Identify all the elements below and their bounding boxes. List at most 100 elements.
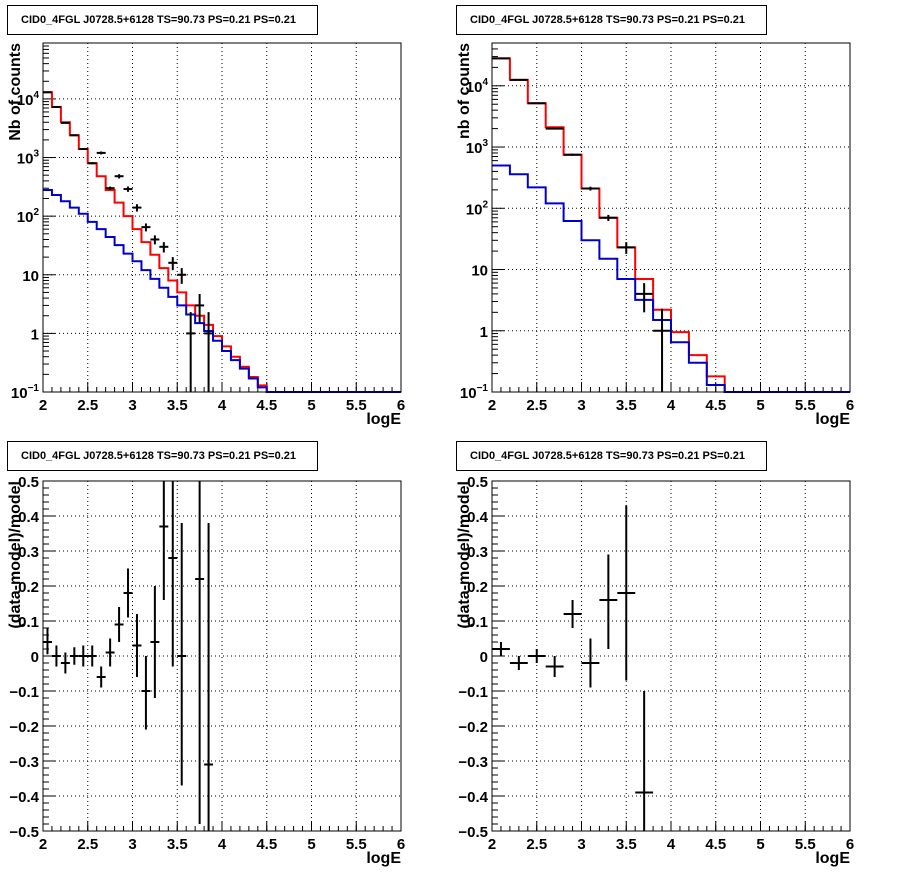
- x-tick-label: 2: [39, 397, 47, 414]
- x-tick-label: 3.5: [616, 397, 637, 414]
- y-tick-label: 103: [17, 149, 40, 168]
- data-point: [123, 568, 133, 618]
- data-point: [527, 649, 546, 663]
- counts-plot-1: 2 2.5 3 3.5 4 4.5 5 5.5 6 10−1 1 10 102 103 104 logE Nb …: [7, 42, 405, 428]
- y-tick-label: 0.1: [18, 614, 39, 631]
- counts-panel-1: CID0_4FGL J0728.5+6128 TS=90.73 PS=0.21 …: [0, 0, 449, 437]
- x-axis-label: logE: [815, 411, 850, 428]
- y-tick-label: 0: [31, 649, 39, 666]
- x-tick-label: 5.5: [795, 397, 816, 414]
- data-point: [563, 600, 582, 628]
- y-tick-label: −0.3: [458, 754, 488, 771]
- data-point: [599, 554, 618, 649]
- data-point: [43, 628, 52, 655]
- x-tick-label: 2.5: [526, 397, 547, 414]
- y-tick-label: −0.2: [458, 719, 488, 736]
- x-tick-label: 6: [397, 397, 405, 414]
- plot-frame: [491, 42, 851, 393]
- data-point: [87, 162, 97, 165]
- data-point: [114, 174, 124, 179]
- panel-title: CID0_4FGL J0728.5+6128 TS=90.73 PS=0.21 …: [7, 5, 318, 35]
- x-tick-label: 4.5: [705, 397, 726, 414]
- x-tick-label: 6: [397, 836, 405, 853]
- data-point: [599, 214, 618, 221]
- data-point: [69, 134, 79, 137]
- y-axis-label: (data-model)/model: [7, 481, 24, 629]
- y-tick-label: 0.2: [18, 579, 39, 596]
- y-tick-label: −0.4: [9, 789, 39, 806]
- y-tick-label: 0.4: [467, 509, 489, 526]
- data-point: [141, 656, 151, 730]
- data-point: [168, 481, 178, 667]
- data-point: [581, 638, 600, 688]
- x-tick-label: 5.5: [795, 836, 816, 853]
- data-point: [114, 607, 124, 642]
- data-point: [159, 242, 169, 253]
- data-point: [195, 481, 205, 824]
- y-tick-label: 0: [480, 649, 488, 666]
- x-axis-label: logE: [366, 850, 401, 867]
- y-tick-label: 1: [31, 326, 39, 343]
- x-tick-label: 4: [218, 836, 227, 853]
- data-point: [60, 652, 70, 674]
- x-tick-label: 5: [307, 836, 315, 853]
- data-point: [617, 242, 636, 254]
- data-point: [581, 186, 600, 191]
- x-tick-label: 5.5: [346, 397, 367, 414]
- data-point: [123, 186, 133, 192]
- y-tick-label: 0.3: [467, 544, 488, 561]
- y-tick-label: 0.4: [18, 509, 40, 526]
- x-tick-label: 2: [488, 836, 496, 853]
- y-tick-label: 0.2: [467, 579, 488, 596]
- x-tick-label: 5.5: [346, 836, 367, 853]
- x-tick-label: 3.5: [167, 397, 188, 414]
- data-point: [492, 57, 510, 60]
- data-point: [635, 691, 654, 831]
- y-tick-label: 0.3: [18, 544, 39, 561]
- residual-panel-2: CID0_4FGL J0728.5+6128 TS=90.73 PS=0.21 …: [449, 438, 898, 875]
- y-tick-label: 0.5: [18, 474, 39, 491]
- data-point: [186, 312, 196, 392]
- y-tick-label: 10: [22, 268, 39, 285]
- data-point: [204, 523, 214, 831]
- panel-title: CID0_4FGL J0728.5+6128 TS=90.73 PS=0.21 …: [7, 441, 318, 471]
- x-tick-label: 3: [577, 397, 585, 414]
- data-point: [87, 645, 97, 667]
- plot-frame: [42, 42, 402, 393]
- data-point: [617, 505, 636, 681]
- data-point: [132, 614, 142, 677]
- data-point: [105, 638, 115, 667]
- x-tick-label: 2.5: [77, 836, 98, 853]
- y-tick-label: 103: [466, 138, 489, 157]
- data-point: [195, 293, 205, 324]
- x-tick-label: 4: [218, 397, 227, 414]
- data-point: [141, 223, 151, 232]
- y-tick-label: −0.1: [9, 684, 39, 701]
- x-tick-label: 5: [756, 397, 764, 414]
- y-axis-label: Nb of counts: [7, 43, 24, 141]
- data-point: [635, 283, 654, 313]
- x-tick-label: 3: [577, 836, 585, 853]
- x-tick-label: 2.5: [526, 836, 547, 853]
- data-point: [177, 523, 187, 786]
- y-tick-label: −0.4: [458, 789, 488, 806]
- y-tick-label: 104: [466, 77, 489, 96]
- series-line: [43, 188, 401, 393]
- panel-title: CID0_4FGL J0728.5+6128 TS=90.73 PS=0.21 …: [456, 5, 767, 35]
- y-tick-label: −0.5: [9, 824, 39, 841]
- y-axis-label: nb of counts: [456, 43, 473, 139]
- plot-frame: [42, 480, 402, 832]
- residual-plot-2: 2 2.5 3 3.5 4 4.5 5 5.5 6 −0.5 −0.4 −0.3 −0.2 −0.1 0 0.…: [456, 474, 854, 867]
- y-tick-label: 102: [17, 207, 40, 226]
- data-point: [78, 645, 88, 667]
- x-tick-label: 2: [488, 397, 496, 414]
- x-tick-label: 4: [667, 836, 676, 853]
- counts-panel-2: CID0_4FGL J0728.5+6128 TS=90.73 PS=0.21 …: [449, 0, 898, 437]
- data-point: [51, 645, 61, 667]
- data-point: [150, 235, 160, 245]
- x-tick-label: 5: [307, 397, 315, 414]
- data-point: [653, 308, 671, 392]
- y-tick-label: −0.2: [9, 719, 39, 736]
- x-tick-label: 2: [39, 836, 47, 853]
- data-point: [60, 121, 70, 124]
